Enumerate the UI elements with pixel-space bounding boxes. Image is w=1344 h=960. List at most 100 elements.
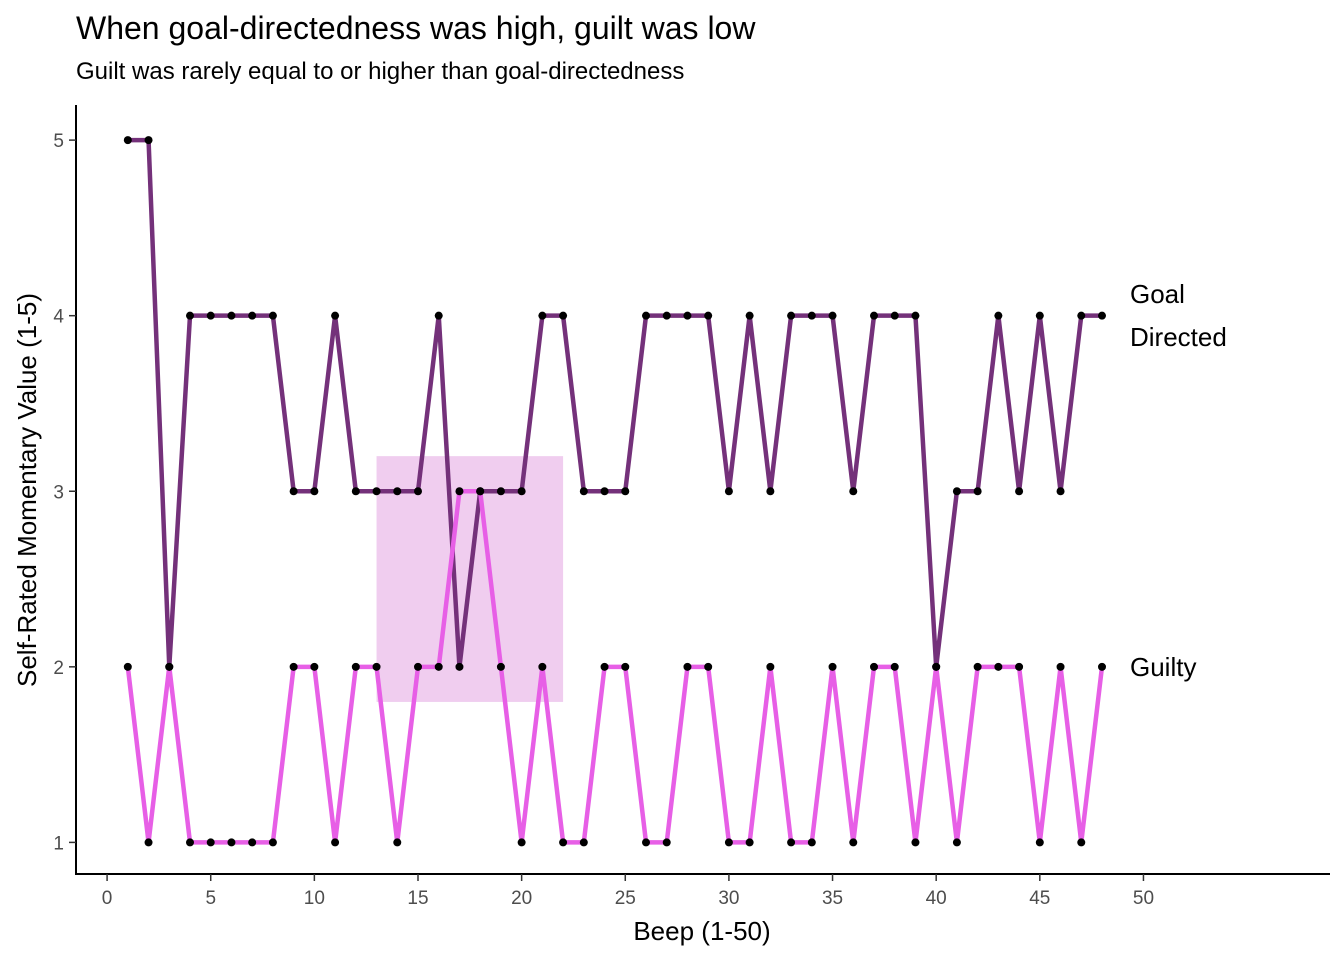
point-goal-directed [206,311,215,320]
point-goal-directed [372,487,381,496]
point-goal-directed [600,487,609,496]
point-guilty [1077,838,1086,847]
series-lines [125,137,1105,845]
point-guilty [994,662,1003,671]
x-axis-title: Beep (1-50) [633,916,770,946]
point-goal-directed [1035,311,1044,320]
x-tick-label: 45 [1029,888,1050,909]
point-guilty [870,662,878,671]
point-guilty [455,487,464,496]
series-label-guilty: Guilty [1130,652,1196,682]
point-goal-directed [1015,487,1024,496]
point-goal-directed [123,136,132,145]
point-guilty [766,662,775,671]
point-goal-directed [994,311,1003,320]
point-goal-directed [704,311,713,320]
point-guilty [890,662,899,671]
point-goal-directed [310,487,319,496]
point-guilty [538,662,547,671]
point-guilty [351,662,360,671]
y-tick-label: 2 [53,658,64,679]
point-goal-directed [186,311,194,320]
point-goal-directed [642,311,650,320]
point-goal-directed [331,311,340,320]
point-goal-directed [787,311,796,320]
point-goal-directed [414,487,422,496]
point-goal-directed [579,487,588,496]
point-goal-directed [538,311,547,320]
point-goal-directed [1077,311,1086,320]
x-tick-label: 5 [205,888,216,909]
point-goal-directed [662,311,671,320]
point-goal-directed [351,487,360,496]
point-guilty [496,662,505,671]
point-guilty [1035,838,1044,847]
point-guilty [683,662,692,671]
x-tick-label: 15 [407,888,428,909]
line-goal-directed [125,137,1105,670]
series-label-goal-directed: Goal [1130,279,1185,309]
point-guilty [579,838,588,847]
point-guilty [144,838,153,847]
point-guilty [517,838,526,847]
point-goal-directed [227,311,236,320]
point-goal-directed [1098,311,1106,320]
point-guilty [600,662,609,671]
point-goal-directed [683,311,692,320]
y-tick-label: 5 [53,131,64,152]
y-tick-label: 1 [53,833,64,854]
y-axis-title: Self-Rated Momentary Value (1-5) [12,293,42,687]
point-goal-directed [952,487,961,496]
point-goal-directed [973,487,982,496]
point-guilty [621,662,630,671]
point-goal-directed [393,487,402,496]
point-guilty [787,838,796,847]
x-tick-label: 25 [615,888,636,909]
point-goal-directed [559,311,568,320]
point-goal-directed [289,487,298,496]
x-tick-label: 20 [511,888,532,909]
point-goal-directed [621,487,630,496]
point-guilty [227,838,236,847]
point-guilty [186,838,194,847]
point-guilty [849,838,858,847]
point-goal-directed [870,311,878,320]
x-tick-label: 40 [926,888,947,909]
series-label-goal-directed: Directed [1130,322,1227,352]
point-guilty [331,838,340,847]
data-points [123,136,1106,847]
chart-title: When goal-directedness was high, guilt w… [76,10,756,46]
point-goal-directed [766,487,775,496]
point-guilty [393,838,402,847]
point-guilty [414,662,422,671]
point-goal-directed [496,487,505,496]
point-goal-directed [268,311,277,320]
point-goal-directed [807,311,816,320]
point-guilty [911,838,920,847]
point-guilty [932,662,941,671]
point-guilty [310,662,319,671]
point-guilty [807,838,816,847]
point-guilty [372,662,381,671]
point-guilty [704,662,713,671]
point-guilty [476,487,485,496]
point-guilty [952,838,961,847]
point-guilty [1015,662,1024,671]
point-guilty [289,662,298,671]
x-tick-label: 30 [718,888,739,909]
series-labels: Goal Directed Guilty [1130,279,1227,682]
chart-subtitle: Guilt was rarely equal to or higher than… [76,58,685,85]
y-tick-label: 3 [53,482,64,503]
point-guilty [248,838,257,847]
line-guilty [125,489,1105,845]
point-goal-directed [248,311,257,320]
point-guilty [724,838,733,847]
point-guilty [559,838,568,847]
x-tick-label: 10 [304,888,325,909]
point-guilty [642,838,650,847]
point-goal-directed [890,311,899,320]
point-goal-directed [828,311,837,320]
point-guilty [434,662,443,671]
